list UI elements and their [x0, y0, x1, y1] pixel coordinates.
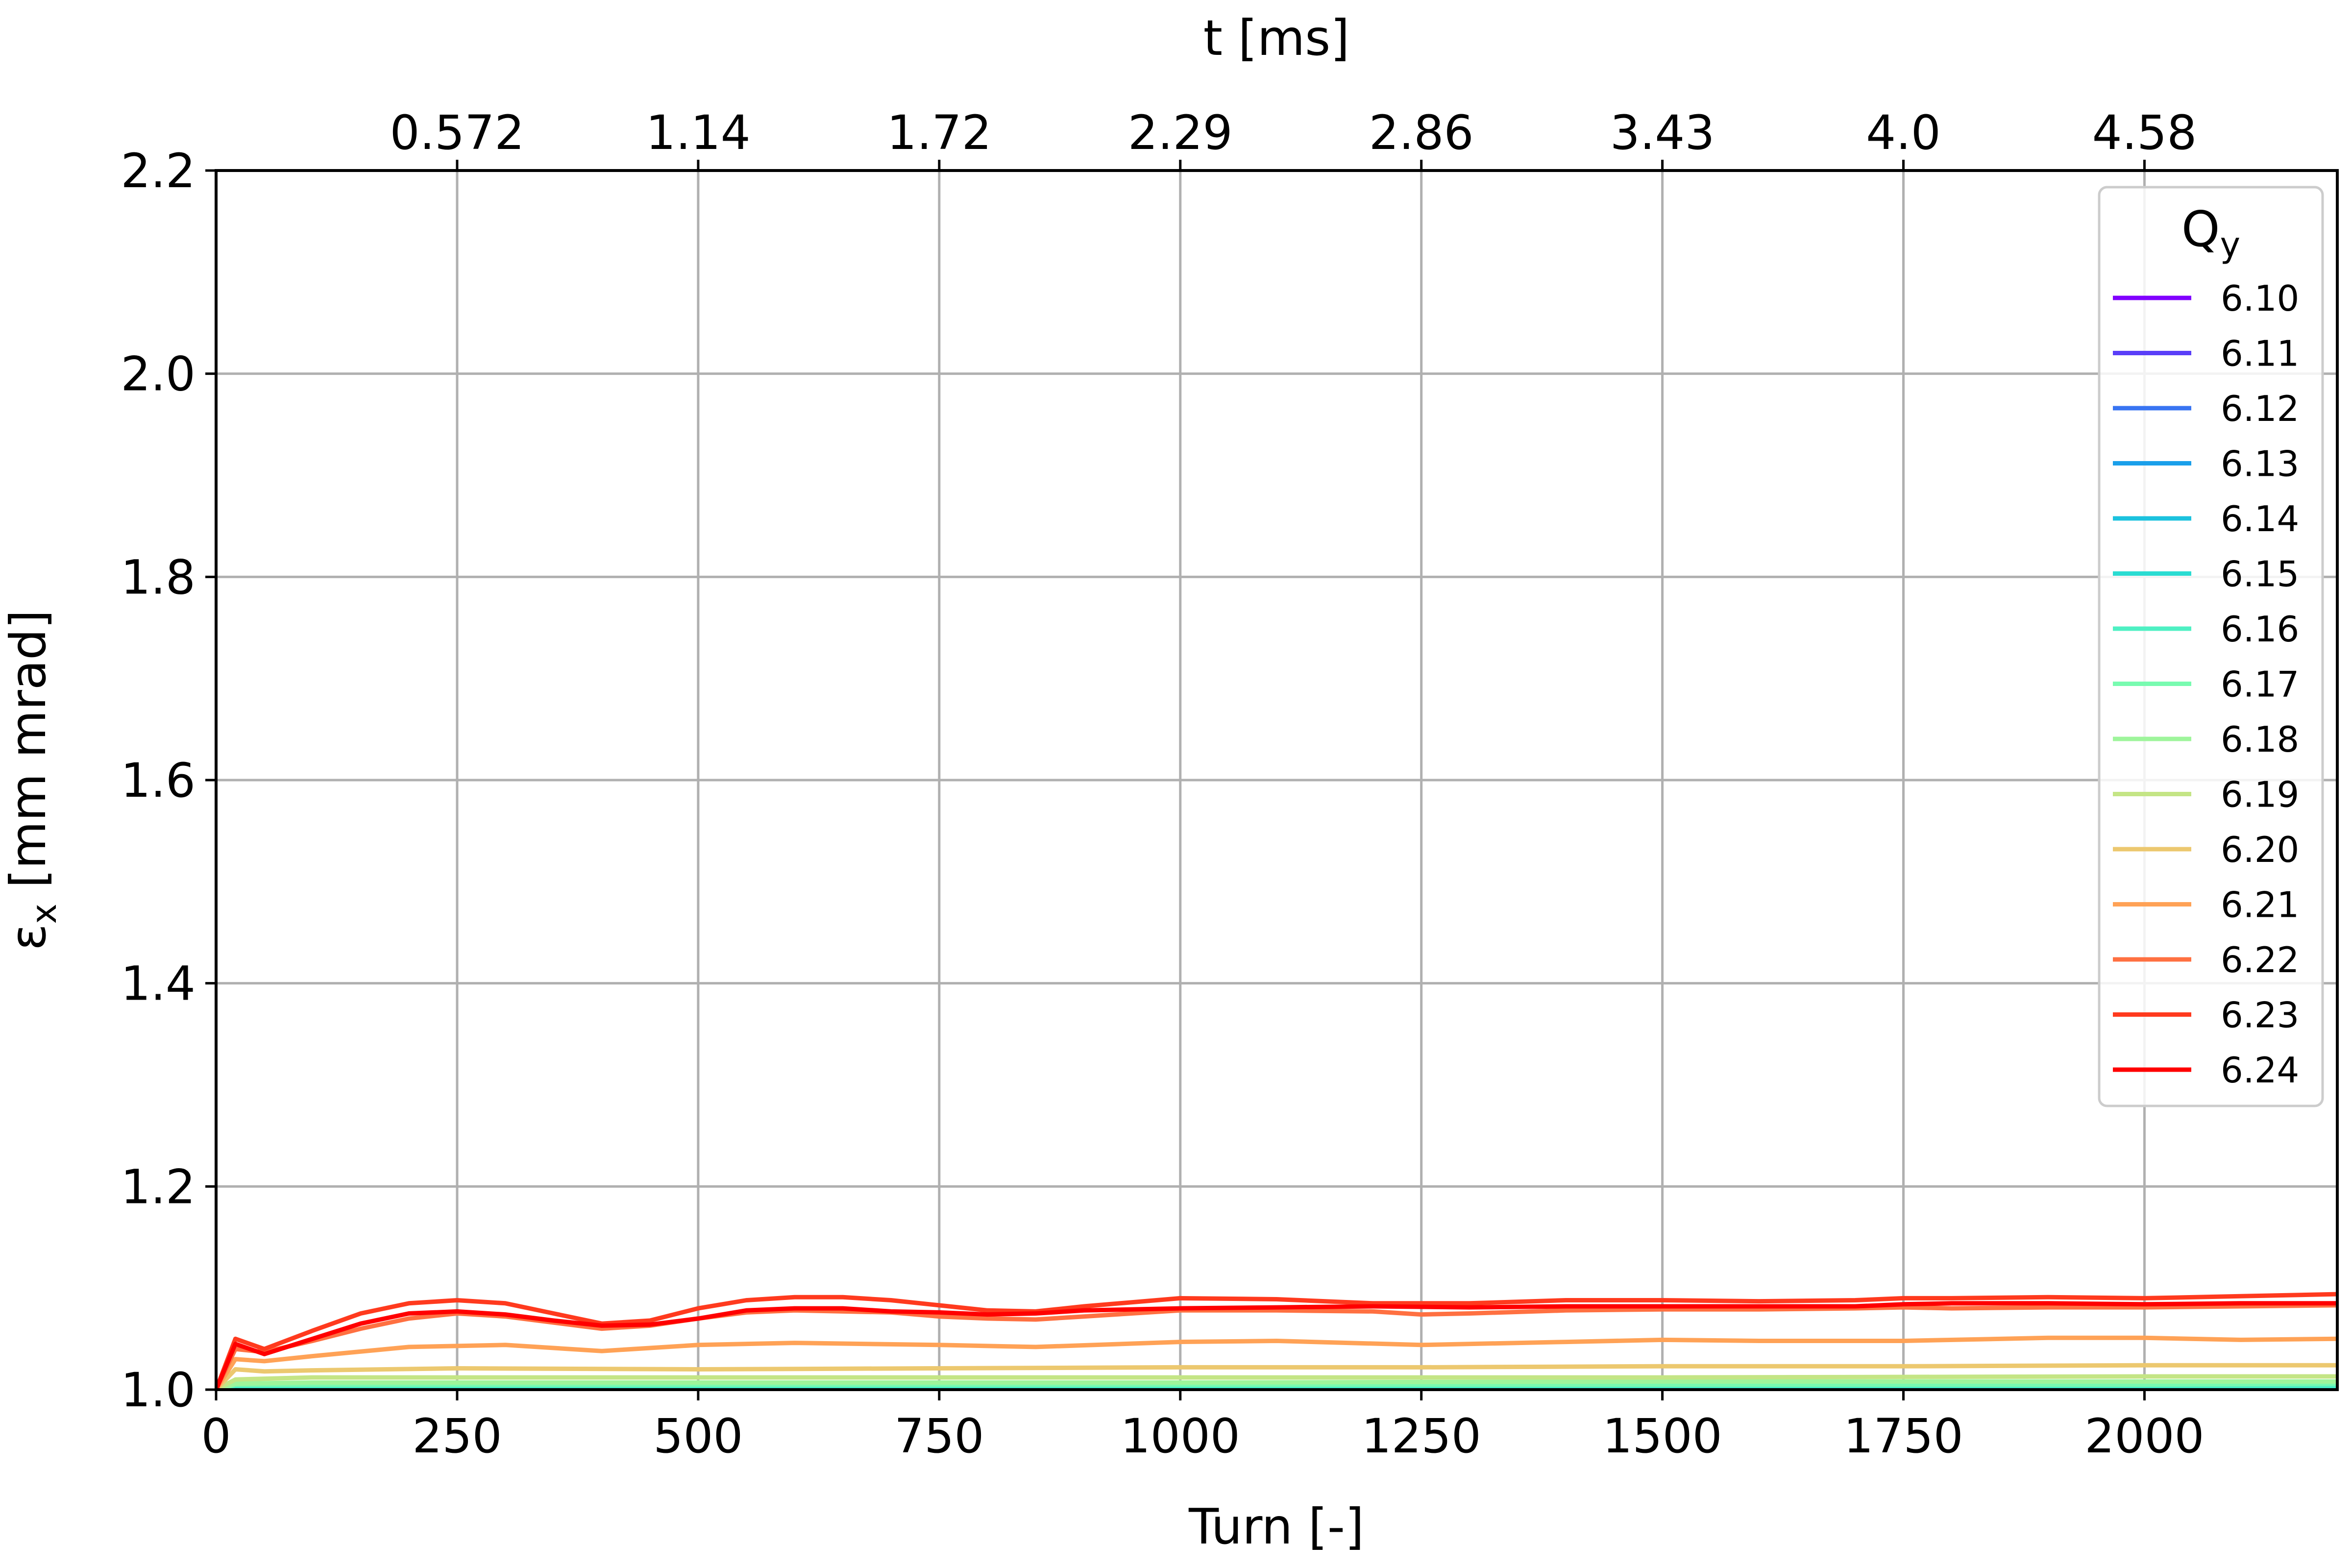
top-x-axis-label: t [ms]	[1203, 9, 1350, 67]
y-tick-label: 1.2	[121, 1159, 196, 1214]
x-tick-label: 1750	[1843, 1409, 1963, 1464]
legend-items: 6.10 6.11 6.12 6.13 6.14 6.15 6.16 6.17 6.18 6.19…	[2113, 278, 2299, 1091]
legend-label: 6.15	[2221, 554, 2299, 595]
legend-label: 6.24	[2221, 1050, 2299, 1091]
legend-title-sub: y	[2220, 225, 2240, 265]
top-x-tick-label: 0.572	[390, 105, 525, 160]
x-tick-label: 750	[894, 1409, 984, 1464]
series-line-6.23	[216, 1292, 2337, 1390]
series-line-6.20	[216, 1363, 2337, 1390]
y-tick-label: 1.0	[121, 1363, 196, 1418]
x-tick-label: 1250	[1362, 1409, 1481, 1464]
legend-label: 6.16	[2221, 609, 2299, 650]
x-tick-label: 1500	[1602, 1409, 1722, 1464]
legend-label: 6.21	[2221, 884, 2299, 926]
x-tick-label: 500	[653, 1409, 743, 1464]
ticks: 0 250 500 750 1000 1250 1500 1750 2000 1.0 1.2 1.4 1…	[121, 105, 2204, 1464]
legend-box	[2098, 186, 2324, 1107]
legend-title: Qy	[2181, 200, 2240, 265]
x-axis-label: Turn [-]	[1188, 1498, 1364, 1555]
top-x-tick-label: 4.58	[2092, 105, 2197, 160]
top-x-tick-label: 1.72	[887, 105, 992, 160]
y-axis-label-main: ε	[0, 924, 57, 951]
top-x-tick-label: 3.43	[1610, 105, 1715, 160]
x-tick-label: 0	[201, 1409, 231, 1464]
legend-label: 6.22	[2221, 939, 2299, 980]
top-x-tick-label: 1.14	[646, 105, 751, 160]
y-axis-label-sub: x	[24, 904, 64, 924]
y-tick-label: 1.8	[121, 550, 196, 605]
series-line-6.18	[216, 1379, 2337, 1390]
legend-label: 6.13	[2221, 443, 2299, 485]
legend-label: 6.12	[2221, 388, 2299, 429]
y-axis-label: εx [mm mrad]	[0, 610, 64, 950]
top-x-tick-label: 2.29	[1128, 105, 1233, 160]
x-tick-label: 2000	[2084, 1409, 2204, 1464]
top-x-tick-label: 2.86	[1369, 105, 1474, 160]
series-line-6.21	[216, 1335, 2337, 1390]
series-line-6.24	[216, 1301, 2337, 1390]
legend: Qy 6.106.116.126.136.146.156.166.176.186…	[2098, 186, 2324, 1107]
legend-label: 6.14	[2221, 498, 2299, 539]
y-tick-label: 2.2	[121, 144, 196, 198]
y-tick-label: 1.6	[121, 753, 196, 808]
legend-label: 6.19	[2221, 774, 2299, 815]
legend-label: 6.11	[2221, 333, 2299, 374]
x-tick-label: 1000	[1121, 1409, 1240, 1464]
legend-label: 6.18	[2221, 719, 2299, 760]
legend-label: 6.23	[2221, 995, 2299, 1036]
legend-label: 6.20	[2221, 829, 2299, 870]
series-line-6.22	[216, 1303, 2337, 1390]
x-tick-label: 250	[412, 1409, 502, 1464]
legend-title-main: Q	[2181, 200, 2220, 258]
y-tick-label: 1.4	[121, 956, 196, 1011]
legend-label: 6.17	[2221, 664, 2299, 705]
series-line-6.19	[216, 1374, 2337, 1390]
legend-label: 6.10	[2221, 278, 2299, 319]
y-axis-label-rest: [mm mrad]	[0, 610, 57, 904]
y-tick-label: 2.0	[121, 347, 196, 402]
top-x-tick-label: 4.0	[1866, 105, 1941, 160]
